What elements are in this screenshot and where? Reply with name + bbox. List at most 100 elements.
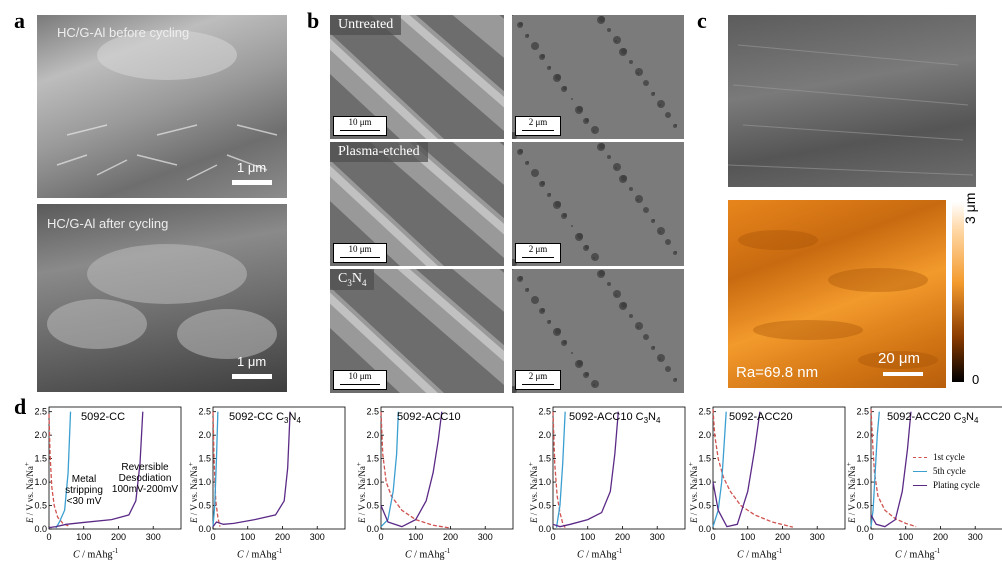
y-axis-label: E / V vs. Na/Na+ bbox=[187, 462, 199, 523]
plot-title: 5092-CC C3N4 bbox=[229, 411, 301, 426]
x-tick-label: 200 bbox=[615, 532, 630, 542]
scale-bar-right-0: 2 μm bbox=[515, 116, 561, 136]
caption-before-cycling: HC/G-Al before cycling bbox=[57, 25, 190, 40]
scale-label-a-top: 1 μm bbox=[237, 160, 267, 175]
x-axis-label: C / mAhg-1 bbox=[895, 547, 941, 561]
voltage-plot-1: 0 100 200 300 0.0 0.5 1.0 1.5 2.0 2.5 5092-CC C3N4… bbox=[187, 403, 353, 567]
sem-surface-0: 2 μm bbox=[512, 15, 684, 139]
series-1st-cycle bbox=[380, 411, 451, 529]
y-tick-label: 1.5 bbox=[856, 454, 869, 464]
x-tick-label: 300 bbox=[478, 532, 493, 542]
plot-svg: 0 100 200 300 0.0 0.5 1.0 1.5 2.0 2.5 bbox=[856, 406, 1002, 542]
y-axis-label: E / V vs. Na/Na+ bbox=[687, 462, 699, 523]
y-tick-label: 0.0 bbox=[34, 524, 47, 534]
voltage-plot-2: 0 100 200 300 0.0 0.5 1.0 1.5 2.0 2.5 5092-ACC10 C … bbox=[355, 403, 521, 567]
scale-text: 10 μm bbox=[348, 244, 372, 254]
scale-line bbox=[522, 257, 554, 258]
sem-surface-2: 2 μm bbox=[512, 269, 684, 393]
legend-item: 5th cycle bbox=[913, 464, 980, 478]
roughness-label: Ra=69.8 nm bbox=[736, 364, 819, 381]
y-tick-label: 1.0 bbox=[856, 477, 869, 487]
scale-line bbox=[522, 384, 554, 385]
x-tick-label: 300 bbox=[650, 532, 665, 542]
y-tick-label: 2.0 bbox=[34, 430, 47, 440]
series-plating-cycle bbox=[870, 411, 912, 528]
y-tick-label: 2.5 bbox=[698, 407, 711, 417]
x-axis-label: C / mAhg-1 bbox=[405, 547, 451, 561]
legend-label: 1st cycle bbox=[933, 452, 965, 462]
x-tick-label: 100 bbox=[740, 532, 755, 542]
x-tick-label: 100 bbox=[240, 532, 255, 542]
y-tick-label: 0.5 bbox=[698, 501, 711, 511]
scale-bar-a-top bbox=[232, 180, 272, 185]
x-tick-label: 300 bbox=[146, 532, 161, 542]
y-tick-label: 1.0 bbox=[698, 477, 711, 487]
scale-text: 10 μm bbox=[348, 117, 372, 127]
x-tick-label: 100 bbox=[898, 532, 913, 542]
scale-bar-left-2: 10 μm bbox=[333, 370, 387, 390]
scale-text: 2 μm bbox=[528, 244, 548, 254]
scale-text: 10 μm bbox=[348, 371, 372, 381]
panel-label-a: a bbox=[14, 8, 25, 33]
y-tick-label: 1.5 bbox=[698, 454, 711, 464]
y-tick-label: 2.0 bbox=[366, 430, 379, 440]
series-5th-cycle bbox=[212, 411, 219, 527]
x-tick-label: 200 bbox=[275, 532, 290, 542]
y-tick-label: 2.5 bbox=[538, 407, 551, 417]
plot-svg: 0 100 200 300 0.0 0.5 1.0 1.5 2.0 2.5 bbox=[366, 406, 514, 542]
y-tick-label: 2.5 bbox=[198, 407, 211, 417]
x-tick-label: 200 bbox=[111, 532, 126, 542]
plot-frame bbox=[48, 406, 182, 530]
y-tick-label: 0.0 bbox=[198, 524, 211, 534]
series-plating-cycle bbox=[552, 411, 619, 528]
series-plating-cycle bbox=[212, 411, 291, 528]
plot-frame bbox=[712, 406, 846, 530]
legend-item: 1st cycle bbox=[913, 450, 980, 464]
plot-title: 5092-ACC20 C3N4 bbox=[887, 411, 979, 426]
y-tick-label: 2.5 bbox=[856, 407, 869, 417]
colorbar-top-label: 3 μm bbox=[962, 192, 978, 224]
legend-swatch bbox=[913, 484, 927, 486]
scale-line bbox=[522, 130, 554, 131]
scale-label-a-bottom: 1 μm bbox=[237, 354, 267, 369]
legend-swatch bbox=[913, 470, 927, 472]
y-tick-label: 0.0 bbox=[698, 524, 711, 534]
sem-surface-1: 2 μm bbox=[512, 142, 684, 266]
sem-image-after-cycling: HC/G-Al after cycling 1 μm bbox=[37, 204, 287, 392]
y-tick-label: 0.0 bbox=[538, 524, 551, 534]
voltage-plot-0: 0 100 200 300 0.0 0.5 1.0 1.5 2.0 2.5 5092-CC C / m… bbox=[23, 403, 189, 567]
series-5th-cycle bbox=[380, 411, 400, 528]
plot-frame bbox=[552, 406, 686, 530]
scale-text: 2 μm bbox=[528, 117, 548, 127]
voltage-plot-3: 0 100 200 300 0.0 0.5 1.0 1.5 2.0 2.5 5092-ACC10 C… bbox=[527, 403, 693, 567]
afm-texture bbox=[738, 230, 938, 369]
sem-texture bbox=[56, 30, 278, 181]
plot-svg: 0 100 200 300 0.0 0.5 1.0 1.5 2.0 2.5 bbox=[538, 406, 686, 542]
series-plating-cycle bbox=[712, 411, 761, 528]
legend-swatch bbox=[913, 456, 927, 458]
x-tick-label: 0 bbox=[378, 532, 383, 542]
plot-title: 5092-ACC10 bbox=[397, 411, 461, 423]
x-tick-label: 0 bbox=[868, 532, 873, 542]
afm-height-map: Ra=69.8 nm 20 μm bbox=[728, 200, 946, 388]
y-tick-label: 1.0 bbox=[198, 477, 211, 487]
row-tag-0: Untreated bbox=[330, 15, 402, 35]
x-tick-label: 300 bbox=[968, 532, 983, 542]
legend-label: 5th cycle bbox=[933, 466, 966, 476]
caption-after-cycling: HC/G-Al after cycling bbox=[47, 216, 169, 231]
y-tick-label: 2.0 bbox=[698, 430, 711, 440]
annotation-reversible-desodiation: Reversible Desodiation 100mV-200mV bbox=[111, 462, 179, 495]
panel-label-c: c bbox=[697, 8, 707, 33]
surface-drawing bbox=[512, 142, 677, 266]
sem-image-before-cycling: HC/G-Al before cycling 1 μm bbox=[37, 15, 287, 198]
y-axis-label: E / V vs. Na/Na+ bbox=[845, 462, 857, 523]
y-tick-label: 2.5 bbox=[366, 407, 379, 417]
series-plating-cycle bbox=[380, 411, 443, 528]
panel-label-d: d bbox=[14, 394, 27, 419]
series-5th-cycle bbox=[55, 411, 72, 529]
scale-label-c: 20 μm bbox=[878, 350, 920, 367]
sem-texture bbox=[47, 244, 277, 359]
sem-texture bbox=[728, 44, 974, 176]
series-1st-cycle bbox=[212, 411, 221, 527]
y-tick-label: 0.5 bbox=[34, 501, 47, 511]
